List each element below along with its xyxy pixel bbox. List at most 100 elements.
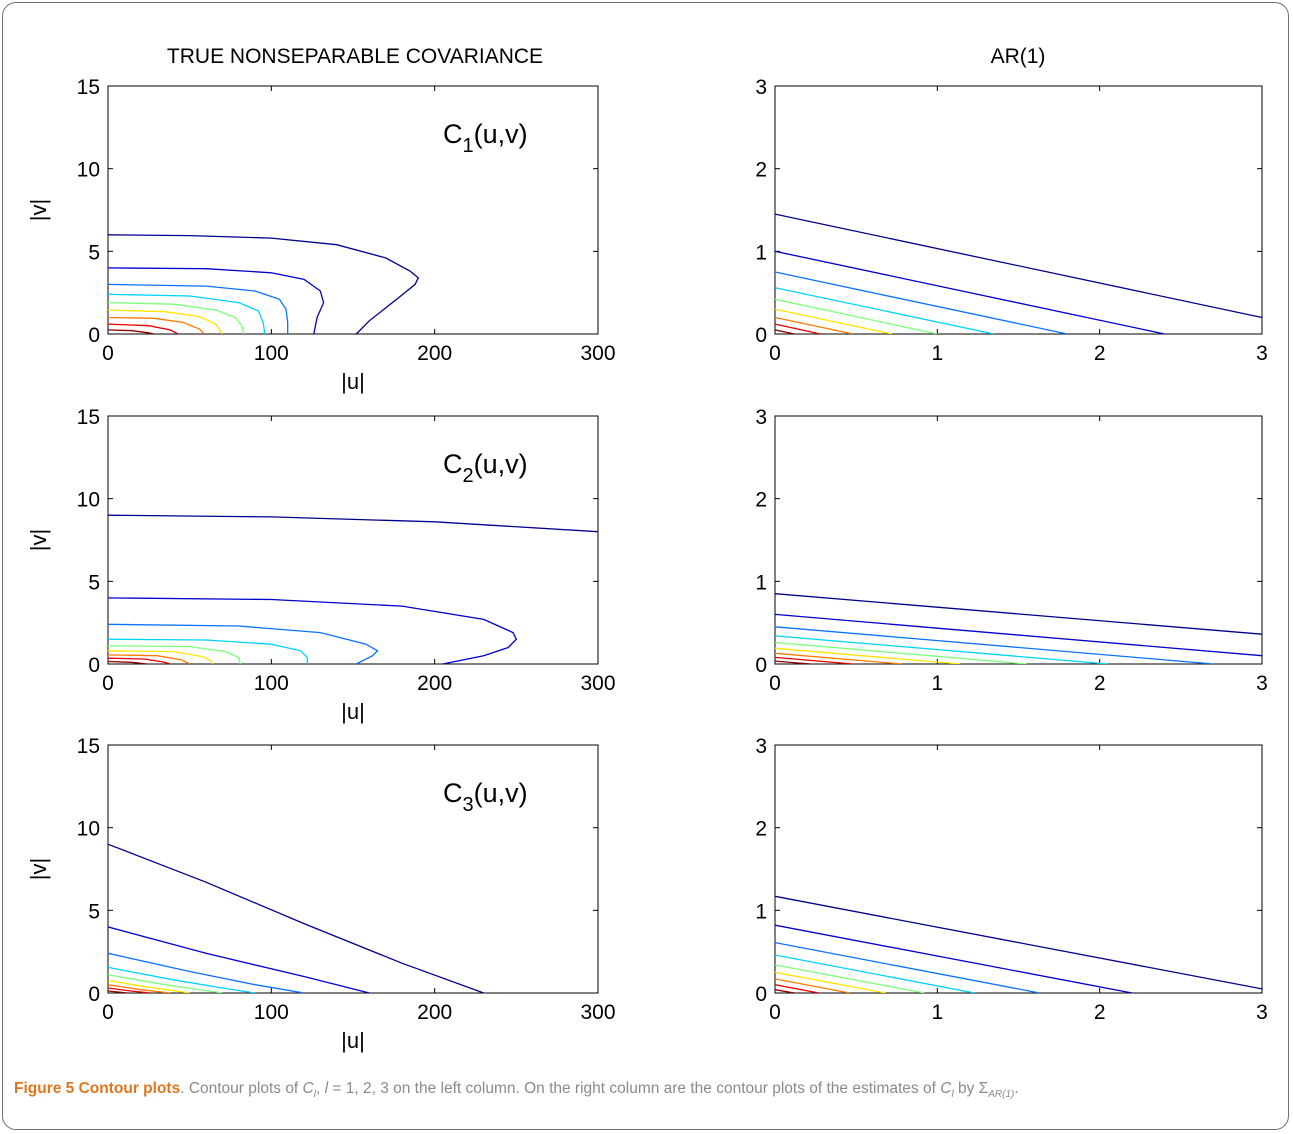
contour-line-9 — [108, 329, 154, 334]
contour-line-3 — [108, 623, 379, 664]
contour-line-3 — [108, 952, 305, 993]
contour-line-2 — [775, 613, 1262, 657]
y-axis-label: |v| — [26, 529, 51, 551]
x-tick-label: 1 — [931, 1001, 943, 1024]
contour-line-1 — [775, 593, 1262, 635]
x-tick-label: 200 — [417, 672, 452, 695]
y-tick-label: 1 — [755, 571, 767, 594]
plot-area-border — [774, 744, 1263, 994]
y-tick-label: 0 — [88, 324, 100, 347]
y-tick-label: 0 — [88, 983, 100, 1006]
contour-line-9 — [108, 660, 148, 664]
contour-plots-figure: TRUE NONSEPARABLE COVARIANCE AR(1) 0 100 2… — [26, 45, 1268, 1053]
y-tick-label: 2 — [755, 818, 767, 841]
caption-text-1: . Contour plots of — [180, 1080, 303, 1097]
chart-panel-6: 0 1 2 3 0 1 2 3 — [755, 735, 1268, 1024]
x-tick-label: 2 — [1094, 1001, 1106, 1024]
contour-line-4 — [108, 966, 256, 993]
contour-line-8 — [775, 984, 819, 993]
y-tick-label: 3 — [755, 406, 767, 429]
y-tick-label: 2 — [755, 489, 767, 512]
x-axis-label: |u| — [341, 1028, 365, 1053]
plot-area-border — [774, 85, 1263, 335]
caption-l-symbol: l — [324, 1080, 329, 1097]
contour-line-7 — [775, 316, 854, 334]
chart-panel-3: 0 100 200 300 0 5 10 15 |u| |v| C2(u,v) — [26, 406, 616, 724]
y-tick-label: 2 — [755, 159, 767, 182]
caption-text-5: . — [1014, 1080, 1019, 1097]
x-axis-label: |u| — [341, 369, 365, 394]
y-tick-label: 1 — [755, 241, 767, 264]
y-tick-label: 5 — [88, 571, 100, 594]
contour-line-6 — [775, 308, 893, 334]
y-axis-label: |v| — [26, 858, 51, 880]
x-tick-label: 3 — [1256, 672, 1268, 695]
x-tick-label: 0 — [769, 1001, 781, 1024]
contour-line-7 — [775, 652, 902, 664]
x-tick-label: 300 — [580, 1001, 615, 1024]
contour-line-7 — [108, 316, 205, 334]
contour-line-8 — [108, 323, 179, 334]
contour-line-8 — [775, 656, 853, 664]
x-tick-label: 0 — [102, 1001, 114, 1024]
chart-panel-2: 0 1 2 3 0 1 2 3 — [755, 76, 1268, 365]
contour-line-1 — [775, 895, 1262, 990]
plot-area-border — [107, 415, 599, 665]
y-tick-label: 0 — [755, 983, 767, 1006]
contour-line-2 — [108, 926, 370, 993]
contour-line-5 — [775, 964, 925, 993]
x-tick-label: 2 — [1094, 672, 1106, 695]
contour-line-2 — [775, 924, 1133, 993]
contour-line-8 — [108, 987, 151, 993]
y-tick-label: 10 — [77, 159, 100, 182]
caption-sigma-subscript: AR(1) — [988, 1089, 1015, 1101]
chart-panel-1: 0 100 200 300 0 5 10 15 |u| |v| C1(u,v) — [26, 76, 616, 394]
contour-line-1 — [108, 234, 420, 334]
contour-line-5 — [108, 301, 245, 334]
contour-line-1 — [108, 514, 598, 533]
x-tick-label: 0 — [102, 342, 114, 365]
contour-line-4 — [108, 638, 308, 664]
x-tick-label: 100 — [254, 1001, 289, 1024]
y-tick-label: 0 — [88, 654, 100, 677]
contour-line-2 — [775, 250, 1165, 334]
contour-line-1 — [775, 213, 1262, 319]
left-column-title: TRUE NONSEPARABLE COVARIANCE — [167, 45, 543, 68]
contour-line-7 — [108, 984, 171, 993]
y-tick-label: 0 — [755, 324, 767, 347]
contour-line-5 — [108, 974, 223, 993]
y-axis-label: |v| — [26, 199, 51, 221]
x-tick-label: 100 — [254, 342, 289, 365]
caption-title: Contour plots — [78, 1080, 181, 1097]
contour-line-4 — [775, 287, 995, 334]
contour-line-9 — [775, 989, 795, 993]
contour-line-2 — [108, 267, 325, 334]
y-tick-label: 5 — [88, 900, 100, 923]
x-tick-label: 0 — [769, 342, 781, 365]
contour-line-6 — [108, 309, 223, 334]
y-tick-label: 15 — [77, 406, 100, 429]
y-tick-label: 10 — [77, 489, 100, 512]
contour-line-8 — [108, 657, 171, 664]
y-tick-label: 10 — [77, 818, 100, 841]
caption-figure-label: Figure 5 — [14, 1080, 75, 1097]
contour-line-7 — [108, 654, 190, 664]
contour-line-5 — [775, 641, 1027, 664]
x-tick-label: 3 — [1256, 342, 1268, 365]
panel-label-c3: C3(u,v) — [443, 778, 528, 816]
contour-line-6 — [108, 979, 190, 993]
plot-area-border — [107, 85, 599, 335]
contour-line-3 — [108, 283, 289, 334]
caption-text-4: by — [953, 1080, 979, 1097]
caption-c-symbol: C — [302, 1080, 314, 1097]
panel-label-c2: C2(u,v) — [443, 449, 528, 487]
contour-line-3 — [775, 271, 1068, 334]
contour-line-3 — [775, 941, 1040, 993]
contour-line-9 — [775, 660, 811, 664]
x-tick-label: 1 — [931, 672, 943, 695]
contour-line-6 — [108, 650, 214, 664]
x-tick-label: 0 — [769, 672, 781, 695]
contour-line-9 — [108, 990, 128, 993]
caption-c-subscript-2: l — [951, 1089, 954, 1101]
